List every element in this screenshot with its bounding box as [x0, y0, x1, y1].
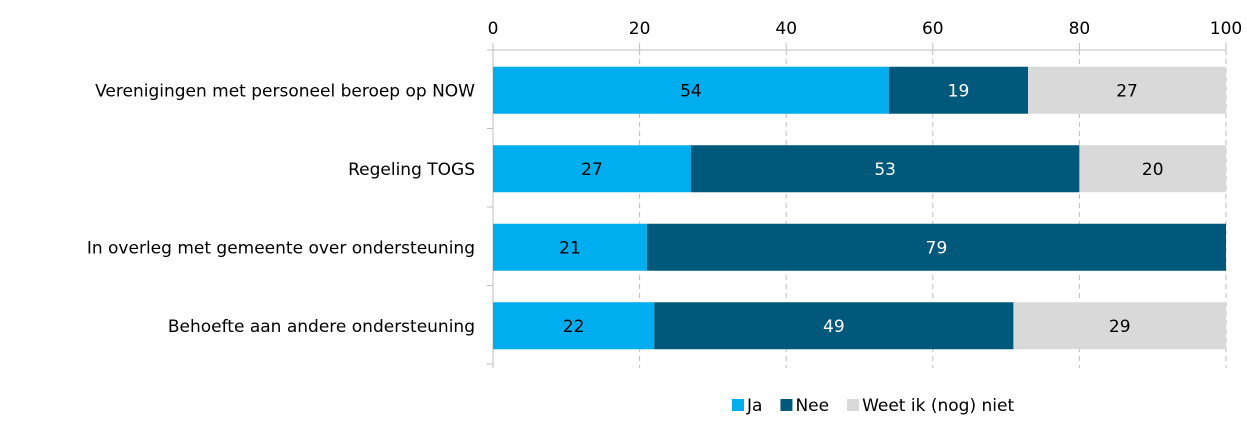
category-label: Verenigingen met personeel beroep op NOW [95, 81, 475, 101]
bar-segment-nee [646, 223, 1226, 271]
labels: Verenigingen met personeel beroep op NOW… [87, 81, 1164, 337]
x-tick-label: 60 [922, 19, 944, 39]
x-tick-label: 40 [775, 19, 797, 39]
bar-segment-nee [690, 145, 1080, 193]
data-label: 19 [948, 81, 970, 101]
x-tick-label: 100 [1210, 19, 1242, 39]
legend-swatch [780, 399, 793, 411]
legend-label: Nee [795, 396, 829, 416]
bar-segment-weet-ik-nog-niet [1079, 145, 1226, 193]
x-tick-label: 0 [488, 19, 499, 39]
data-label: 29 [1109, 317, 1131, 337]
category-label: In overleg met gemeente over ondersteuni… [87, 238, 475, 258]
data-label: 79 [926, 238, 948, 258]
data-label: 27 [581, 160, 603, 180]
legend-label: Weet ik (nog) niet [862, 396, 1014, 416]
category-label: Behoefte aan andere ondersteuning [168, 317, 475, 337]
data-label: 20 [1142, 160, 1164, 180]
bars [493, 66, 1226, 350]
bar-segment-nee [654, 302, 1014, 350]
x-tick-label: 20 [629, 19, 651, 39]
legend-swatch [732, 399, 744, 411]
bar-segment-weet-ik-nog-niet [1013, 302, 1226, 350]
data-label: 27 [1116, 81, 1138, 101]
x-tick-label: 80 [1069, 19, 1091, 39]
legend-swatch [847, 399, 860, 411]
data-label: 54 [680, 81, 702, 101]
bar-segment-nee [888, 66, 1029, 114]
bar-segment-ja [493, 302, 655, 350]
data-label: 22 [563, 317, 585, 337]
legend: Ja Nee Weet ik (nog) niet [732, 396, 1014, 416]
bar-segment-weet-ik-nog-niet [1028, 66, 1226, 114]
bar-segment-ja [493, 66, 889, 114]
legend-label: Ja [746, 396, 762, 416]
data-label: 49 [823, 317, 845, 337]
bar-segment-ja [493, 223, 647, 271]
data-label: 21 [559, 238, 581, 258]
data-label: 53 [874, 160, 896, 180]
bar-segment-ja [493, 145, 691, 193]
category-label: Regeling TOGS [348, 160, 475, 180]
